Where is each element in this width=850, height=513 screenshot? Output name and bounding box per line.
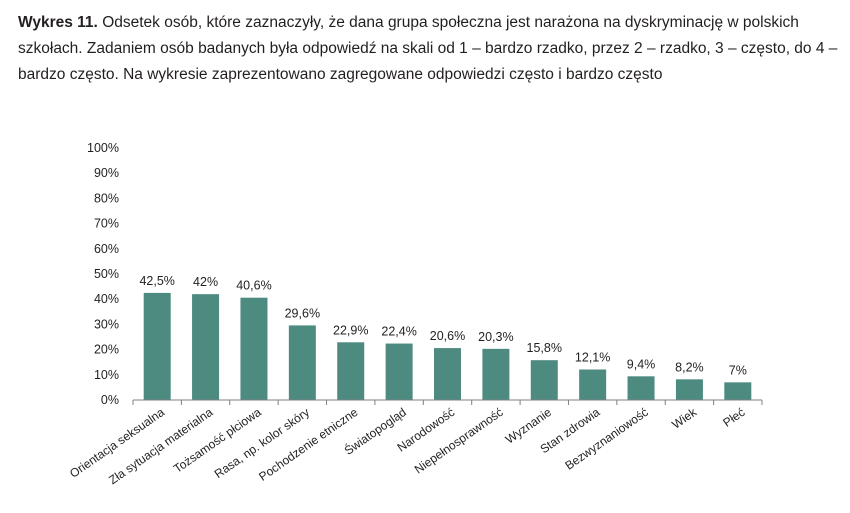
- y-tick-label: 0%: [101, 393, 119, 407]
- category-label: Płeć: [720, 405, 747, 430]
- y-tick-label: 20%: [94, 343, 119, 357]
- data-label: 22,4%: [381, 325, 416, 339]
- caption-label: Wykres 11.: [18, 14, 98, 31]
- y-tick-label: 80%: [94, 191, 119, 205]
- bar: [192, 294, 220, 400]
- y-tick-label: 40%: [94, 292, 119, 306]
- data-label: 8,2%: [675, 360, 704, 374]
- data-label: 42%: [193, 275, 218, 289]
- bar: [288, 325, 316, 400]
- data-label: 40,6%: [236, 279, 271, 293]
- bar: [627, 376, 655, 400]
- category-label: Wiek: [669, 404, 700, 431]
- category-label: Bezwyznaniowość: [562, 405, 650, 473]
- y-tick-label: 70%: [94, 217, 119, 231]
- y-tick-label: 50%: [94, 267, 119, 281]
- data-label: 29,6%: [285, 306, 320, 320]
- y-tick-label: 30%: [94, 317, 119, 331]
- bar: [482, 348, 510, 400]
- y-axis-ticks: 0% 10% 20% 30% 40% 50% 60% 70% 80% 90% 100%: [87, 141, 119, 407]
- bar: [385, 343, 413, 400]
- data-label: 9,4%: [627, 357, 656, 371]
- caption-text: Odsetek osób, które zaznaczyły, że dana …: [18, 14, 838, 83]
- y-tick-label: 100%: [87, 141, 119, 155]
- data-label: 42,5%: [139, 274, 174, 288]
- chart-caption: Wykres 11. Odsetek osób, które zaznaczył…: [18, 10, 838, 88]
- y-tick-label: 10%: [94, 368, 119, 382]
- bar: [240, 297, 268, 400]
- category-label: Niepełnosprawność: [412, 405, 506, 477]
- data-label: 20,3%: [478, 330, 513, 344]
- data-label: 22,9%: [333, 323, 368, 337]
- data-label: 7%: [729, 363, 747, 377]
- bar: [337, 342, 365, 400]
- bar: [434, 348, 461, 400]
- data-label: 20,6%: [430, 329, 465, 343]
- bar: [724, 382, 752, 400]
- data-label: 15,8%: [527, 341, 562, 355]
- bar: [143, 292, 171, 400]
- data-labels: 42,5% 42% 40,6% 29,6% 22,9% 22,4% 20,6% 20,3% 15…: [139, 274, 746, 377]
- x-axis: [132, 399, 763, 405]
- bar: [579, 369, 607, 400]
- y-tick-label: 90%: [94, 166, 119, 180]
- bar: [530, 360, 558, 400]
- bar: [675, 379, 703, 400]
- bars: [143, 292, 752, 400]
- data-label: 12,1%: [575, 351, 610, 365]
- y-tick-label: 60%: [94, 242, 119, 256]
